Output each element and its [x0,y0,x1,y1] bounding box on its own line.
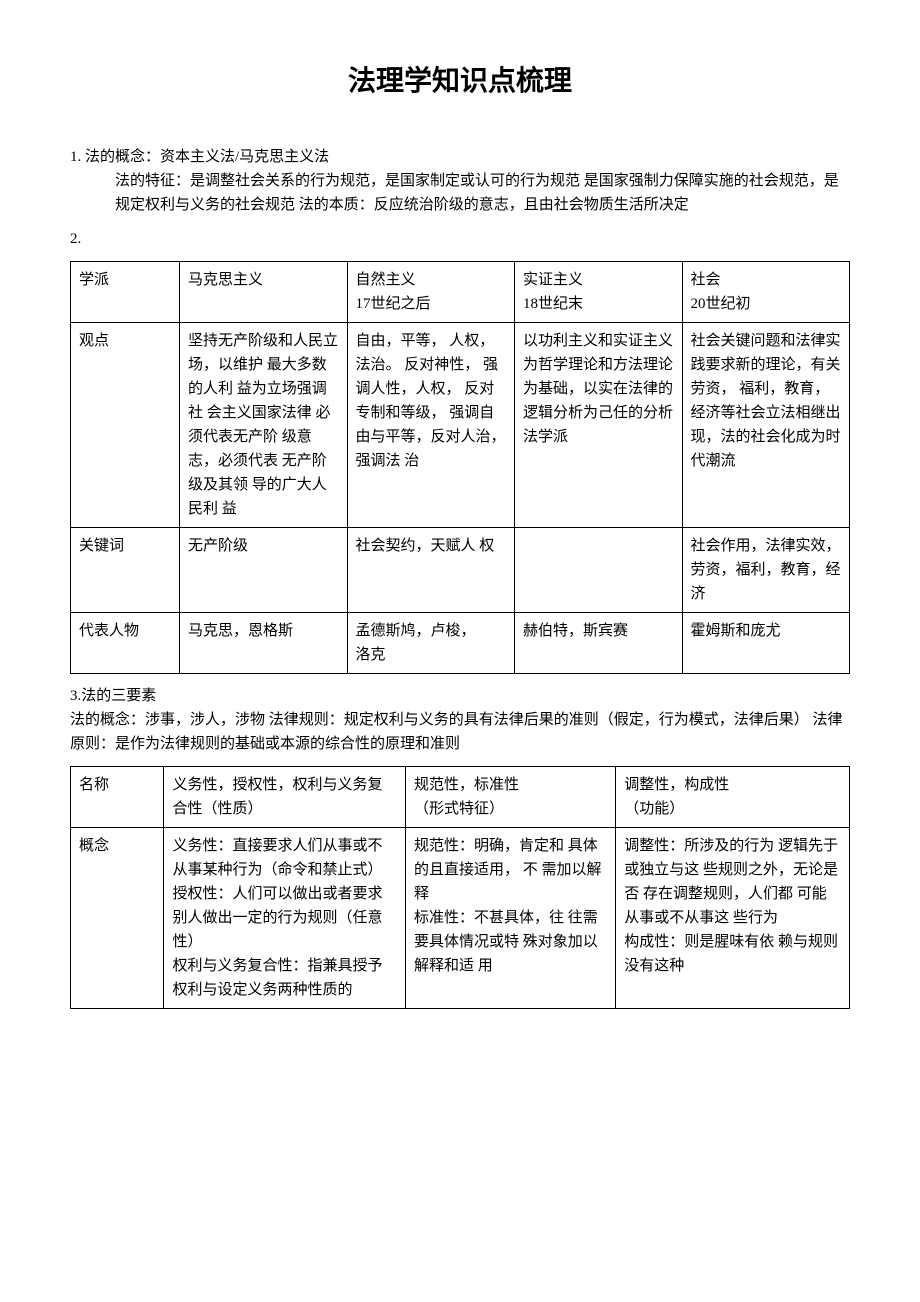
section-1-heading: 1. 法的概念：资本主义法/马克思主义法 [70,145,850,169]
cell: 概念 [71,827,164,1008]
table-row: 观点 坚持无产阶级和人民立场，以维护 最大多数的人利 益为立场强调社 会主义国家… [71,322,850,527]
cell: 义务性：直接要求人们从事或不从事某种行为（命令和禁止式）授权性：人们可以做出或者… [164,827,405,1008]
cell: 观点 [71,322,180,527]
cell: 代表人物 [71,612,180,673]
cell: 自由，平等， 人权， 法治。 反对神性， 强调人性，人权， 反对专制和等级， 强… [347,322,514,527]
cell: 名称 [71,766,164,827]
table-elements: 名称 义务性，授权性，权利与义务复合性（性质） 规范性，标准性（形式特征） 调整… [70,766,850,1009]
cell: 调整性，构成性（功能） [616,766,850,827]
cell: 马克思主义 [180,261,347,322]
cell: 义务性，授权性，权利与义务复合性（性质） [164,766,405,827]
cell: 关键词 [71,527,180,612]
cell [515,527,682,612]
table-schools: 学派 马克思主义 自然主义17世纪之后 实证主义18世纪末 社会20世纪初 观点… [70,261,850,674]
section-3-body: 法的概念：涉事，涉人，涉物 法律规则：规定权利与义务的具有法律后果的准则（假定，… [70,708,850,756]
section-2-heading: 2. [70,227,850,251]
cell: 自然主义17世纪之后 [347,261,514,322]
cell: 社会20世纪初 [682,261,850,322]
cell: 社会作用，法律实效，劳资，福利，教育，经济 [682,527,850,612]
cell: 孟德斯鸠，卢梭，洛克 [347,612,514,673]
cell: 规范性：明确，肯定和 具体的且直接适用， 不 需加以解释标准性：不甚具体，往 往… [405,827,615,1008]
cell: 赫伯特，斯宾赛 [515,612,682,673]
cell: 以功利主义和实证主义为哲学理论和方法理论为基础，以实在法律的逻辑分析为己任的分析… [515,322,682,527]
cell: 马克思，恩格斯 [180,612,347,673]
cell: 规范性，标准性（形式特征） [405,766,615,827]
table-row: 学派 马克思主义 自然主义17世纪之后 实证主义18世纪末 社会20世纪初 [71,261,850,322]
cell: 无产阶级 [180,527,347,612]
table-row: 概念 义务性：直接要求人们从事或不从事某种行为（命令和禁止式）授权性：人们可以做… [71,827,850,1008]
cell: 调整性：所涉及的行为 逻辑先于或独立与这 些规则之外，无论是否 存在调整规则，人… [616,827,850,1008]
section-1-body: 法的特征：是调整社会关系的行为规范，是国家制定或认可的行为规范 是国家强制力保障… [70,169,850,217]
cell: 霍姆斯和庞尤 [682,612,850,673]
cell: 坚持无产阶级和人民立场，以维护 最大多数的人利 益为立场强调社 会主义国家法律 … [180,322,347,527]
cell: 实证主义18世纪末 [515,261,682,322]
section-3-heading: 3.法的三要素 [70,684,850,708]
table-row: 名称 义务性，授权性，权利与义务复合性（性质） 规范性，标准性（形式特征） 调整… [71,766,850,827]
page-title: 法理学知识点梳理 [70,60,850,105]
cell: 学派 [71,261,180,322]
cell: 社会契约，天赋人 权 [347,527,514,612]
cell: 社会关键问题和法律实践要求新的理论，有关劳资， 福利，教育，经济等社会立法相继出… [682,322,850,527]
table-row: 代表人物 马克思，恩格斯 孟德斯鸠，卢梭，洛克 赫伯特，斯宾赛 霍姆斯和庞尤 [71,612,850,673]
table-row: 关键词 无产阶级 社会契约，天赋人 权 社会作用，法律实效，劳资，福利，教育，经… [71,527,850,612]
